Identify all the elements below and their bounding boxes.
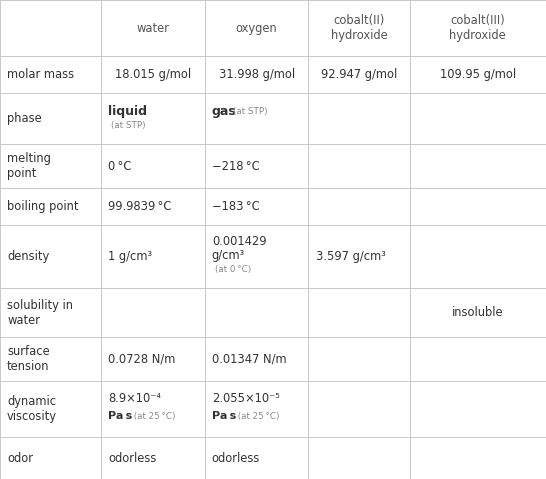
- Text: 0.01347 N/m: 0.01347 N/m: [212, 353, 287, 366]
- Text: 109.95 g/mol: 109.95 g/mol: [440, 68, 516, 81]
- Text: water: water: [136, 22, 169, 34]
- Text: (at 25 °C): (at 25 °C): [235, 411, 280, 421]
- Text: boiling point: boiling point: [7, 200, 79, 213]
- Text: 0 °C: 0 °C: [108, 160, 132, 173]
- Text: solubility in
water: solubility in water: [7, 299, 73, 327]
- Text: 1 g/cm³: 1 g/cm³: [108, 250, 152, 263]
- Text: insoluble: insoluble: [452, 306, 503, 319]
- Text: 18.015 g/mol: 18.015 g/mol: [115, 68, 191, 81]
- Text: g/cm³: g/cm³: [212, 250, 245, 262]
- Text: cobalt(III)
hydroxide: cobalt(III) hydroxide: [449, 14, 506, 42]
- Text: 99.9839 °C: 99.9839 °C: [108, 200, 171, 213]
- Text: liquid: liquid: [108, 105, 147, 118]
- Text: (at STP): (at STP): [233, 107, 267, 116]
- Text: 31.998 g/mol: 31.998 g/mol: [218, 68, 295, 81]
- Text: 0.0728 N/m: 0.0728 N/m: [108, 353, 175, 366]
- Text: gas: gas: [212, 105, 236, 118]
- Text: oxygen: oxygen: [236, 22, 277, 34]
- Text: molar mass: molar mass: [7, 68, 74, 81]
- Text: 2.055×10⁻⁵: 2.055×10⁻⁵: [212, 392, 280, 405]
- Text: 92.947 g/mol: 92.947 g/mol: [321, 68, 397, 81]
- Text: −218 °C: −218 °C: [212, 160, 259, 173]
- Text: odorless: odorless: [108, 452, 157, 465]
- Text: (at 25 °C): (at 25 °C): [131, 411, 176, 421]
- Text: melting
point: melting point: [7, 152, 51, 180]
- Text: −183 °C: −183 °C: [212, 200, 259, 213]
- Text: Pa s: Pa s: [212, 411, 236, 421]
- Text: (at STP): (at STP): [111, 121, 145, 130]
- Text: phase: phase: [7, 112, 42, 125]
- Text: 8.9×10⁻⁴: 8.9×10⁻⁴: [108, 392, 161, 405]
- Text: odor: odor: [7, 452, 33, 465]
- Text: dynamic
viscosity: dynamic viscosity: [7, 395, 57, 423]
- Text: Pa s: Pa s: [108, 411, 132, 421]
- Text: 0.001429: 0.001429: [212, 236, 266, 249]
- Text: 3.597 g/cm³: 3.597 g/cm³: [316, 250, 385, 263]
- Text: surface
tension: surface tension: [7, 345, 50, 373]
- Text: cobalt(II)
hydroxide: cobalt(II) hydroxide: [331, 14, 387, 42]
- Text: density: density: [7, 250, 49, 263]
- Text: odorless: odorless: [212, 452, 260, 465]
- Text: (at 0 °C): (at 0 °C): [215, 265, 251, 274]
